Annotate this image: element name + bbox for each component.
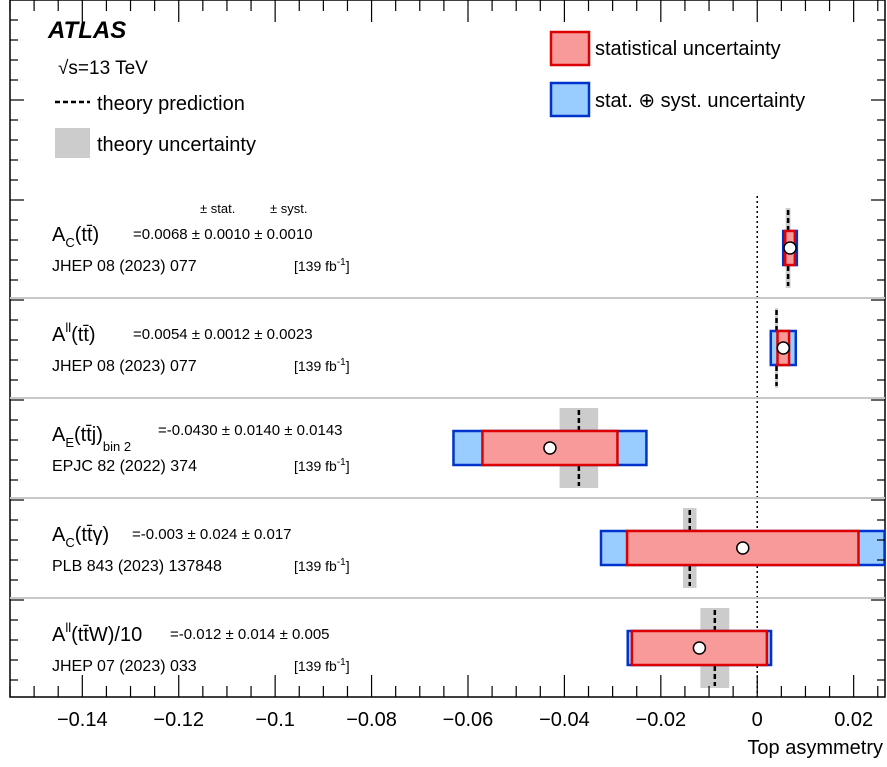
measurement-reference: JHEP 07 (2023) 033	[52, 658, 197, 675]
label-base: A	[52, 224, 66, 246]
measurement-row: All(tt̄W)/10 =-0.012 ± 0.014 ± 0.005 JHEP …	[52, 608, 773, 688]
legend-theory-uncertainty: theory uncertainty	[97, 134, 256, 156]
measurement-value: =-0.003 ± 0.024 ± 0.017	[132, 526, 292, 543]
lumi-superscript: -1	[337, 357, 346, 368]
measurement-reference: PLB 843 (2023) 137848	[52, 558, 222, 575]
lumi-superscript: -1	[337, 257, 346, 268]
lumi-text: [139 fb	[294, 658, 337, 674]
column-header-stat: ± stat.	[200, 201, 235, 216]
measurement-value: =0.0068 ± 0.0010 ± 0.0010	[133, 226, 313, 243]
central-value-marker	[543, 441, 557, 455]
measurement-row: AE(tt̄j)bin 2 =-0.0430 ± 0.0140 ± 0.0143 E…	[52, 408, 648, 488]
measurement-label: All(tt̄W)/10	[52, 620, 142, 646]
central-value-marker	[692, 641, 707, 655]
measurement-value: =0.0054 ± 0.0012 ± 0.0023	[133, 326, 313, 343]
x-tick-label: −0.02	[636, 709, 687, 731]
x-tick-label: −0.06	[443, 709, 494, 731]
x-tick-label: −0.08	[346, 709, 397, 731]
central-value-marker	[783, 241, 797, 255]
central-value-marker	[736, 541, 750, 555]
label-base: A	[52, 524, 66, 546]
column-header-syst: ± syst.	[270, 201, 307, 216]
label-argument: (tt̄j)	[74, 424, 103, 446]
legend-stat: statistical uncertainty	[595, 38, 781, 60]
measurement-luminosity: [139 fb-1]	[294, 457, 350, 474]
measurement-label: AC(tt̄)	[52, 224, 99, 250]
legend-theory-uncertainty-swatch	[55, 128, 90, 158]
measurement-label: AE(tt̄j)bin 2	[52, 424, 131, 454]
label-base: A	[52, 324, 66, 346]
measurement-row: All(tt̄) =0.0054 ± 0.0012 ± 0.0023 JHEP 08…	[52, 308, 798, 388]
x-tick-label: 0	[752, 709, 763, 731]
label-argument: (tt̄γ)	[75, 524, 109, 546]
x-axis-label: Top asymmetry	[747, 737, 883, 759]
measurement-row: AC(tt̄γ) =-0.003 ± 0.024 ± 0.017 PLB 843 (…	[52, 508, 886, 588]
lumi-end: ]	[346, 658, 350, 674]
lumi-text: [139 fb	[294, 258, 337, 274]
x-tick-label: −0.1	[255, 709, 294, 731]
measurement-luminosity: [139 fb-1]	[294, 557, 350, 574]
experiment-label: ATLAS	[47, 17, 126, 44]
measurement-luminosity: [139 fb-1]	[294, 357, 350, 374]
central-value-marker	[776, 341, 791, 355]
lumi-superscript: -1	[337, 457, 346, 468]
stat-uncertainty-box	[481, 429, 619, 467]
lumi-text: [139 fb	[294, 358, 337, 374]
label-superscript: ll	[65, 320, 71, 335]
label-argument: (tt̄)	[75, 224, 99, 246]
lumi-text: [139 fb	[294, 558, 337, 574]
measurement-label: AC(tt̄γ)	[52, 524, 109, 550]
label-subscript: C	[65, 535, 74, 550]
measurement-luminosity: [139 fb-1]	[294, 657, 350, 674]
lumi-superscript: -1	[337, 657, 346, 668]
measurement-reference: JHEP 08 (2023) 077	[52, 358, 197, 375]
lumi-end: ]	[346, 258, 350, 274]
measurement-row: AC(tt̄) =0.0068 ± 0.0010 ± 0.0010 JHEP 08 …	[52, 208, 799, 288]
label-argument: (tt̄)	[71, 324, 95, 346]
measurement-reference: JHEP 08 (2023) 077	[52, 258, 197, 275]
energy-label: √s=13 TeV	[58, 58, 148, 79]
label-superscript: ll	[65, 620, 71, 635]
legend-total-swatch	[549, 81, 591, 118]
legend-theory-prediction: theory prediction	[97, 93, 245, 115]
label-base: A	[52, 424, 66, 446]
x-tick-label: −0.04	[539, 709, 590, 731]
label-subscript-2: bin 2	[103, 439, 131, 454]
x-tick-label: −0.14	[57, 709, 108, 731]
legend-total: stat. ⊕ syst. uncertainty	[595, 90, 805, 112]
lumi-end: ]	[346, 558, 350, 574]
plot-frame	[9, 0, 886, 698]
measurement-luminosity: [139 fb-1]	[294, 257, 350, 274]
measurement-reference: EPJC 82 (2022) 374	[52, 458, 197, 475]
measurement-value: =-0.012 ± 0.014 ± 0.005	[170, 626, 330, 643]
measurement-value: =-0.0430 ± 0.0140 ± 0.0143	[158, 422, 343, 439]
lumi-end: ]	[346, 458, 350, 474]
legend-stat-swatch	[549, 30, 591, 67]
label-subscript: E	[65, 435, 74, 450]
x-tick-label: 0.02	[834, 709, 873, 731]
lumi-end: ]	[346, 358, 350, 374]
label-subscript: C	[65, 235, 74, 250]
x-tick-label: −0.12	[153, 709, 204, 731]
measurement-label: All(tt̄)	[52, 320, 96, 346]
label-base: A	[52, 624, 66, 646]
lumi-text: [139 fb	[294, 458, 337, 474]
lumi-superscript: -1	[337, 557, 346, 568]
label-argument: (tt̄W)/10	[71, 624, 142, 646]
